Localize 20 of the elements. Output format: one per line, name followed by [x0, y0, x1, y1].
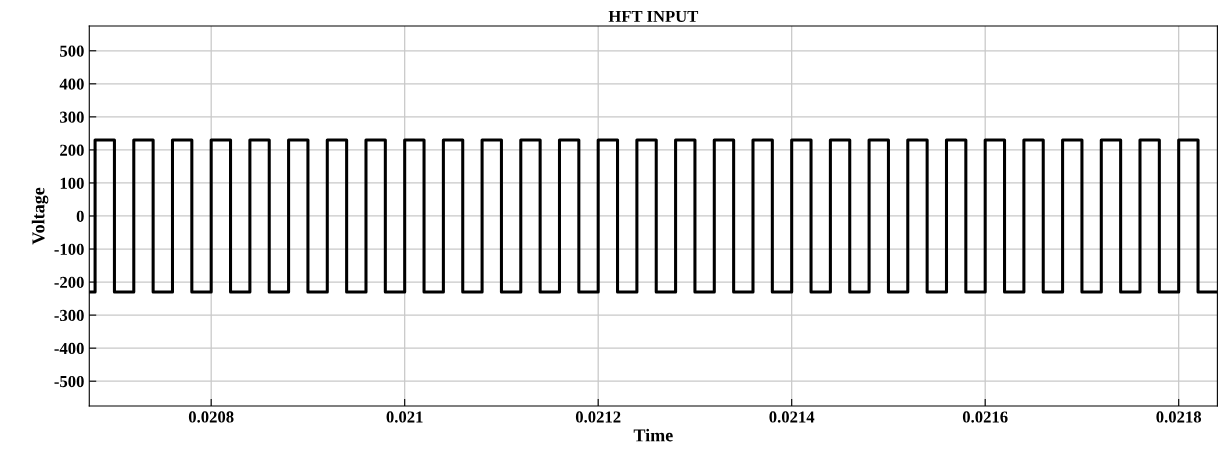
x-tick-label: 0.0216 [962, 411, 1008, 423]
x-tick-label: 0.0214 [769, 411, 815, 423]
x-axis-title: Time [633, 428, 673, 442]
y-tick-label: -100 [54, 243, 84, 255]
x-tick-label: 0.0208 [188, 411, 234, 423]
y-tick-label: 300 [60, 111, 84, 123]
x-tick-label: 0.0212 [575, 411, 621, 423]
y-tick-label: 100 [60, 177, 84, 189]
y-tick-label: -400 [54, 342, 84, 355]
y-tick-label: 200 [60, 144, 84, 156]
x-tick-label: 0.0218 [1156, 411, 1202, 423]
y-tick-label: -200 [54, 276, 84, 289]
y-tick-label: 500 [60, 45, 84, 57]
y-tick-label: -300 [54, 309, 84, 322]
y-tick-label: 400 [59, 78, 84, 90]
chart-title: HFT INPUT [608, 10, 699, 22]
y-tick-label: -500 [54, 375, 84, 388]
y-tick-label: 0 [76, 210, 84, 222]
x-tick-label: 0.021 [386, 411, 423, 423]
y-axis-title: Voltage [31, 187, 49, 245]
